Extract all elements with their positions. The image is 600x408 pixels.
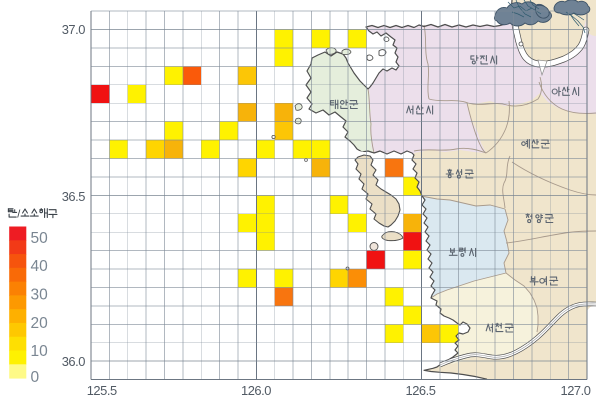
svg-text:/: / [17, 209, 21, 221]
svg-text:0: 0 [31, 369, 40, 386]
svg-text:36.5: 36.5 [62, 189, 86, 204]
svg-text:36.0: 36.0 [62, 354, 86, 369]
svg-text:40: 40 [31, 258, 49, 275]
svg-text:125.5: 125.5 [87, 383, 117, 398]
svg-text:126.0: 126.0 [241, 383, 271, 398]
svg-text:126.5: 126.5 [405, 383, 435, 398]
svg-text:10: 10 [31, 343, 49, 360]
svg-text:127.0: 127.0 [560, 383, 590, 398]
svg-text:50: 50 [31, 230, 49, 247]
svg-text:37.0: 37.0 [62, 22, 86, 37]
svg-text:20: 20 [31, 315, 49, 332]
svg-text:30: 30 [31, 287, 49, 304]
